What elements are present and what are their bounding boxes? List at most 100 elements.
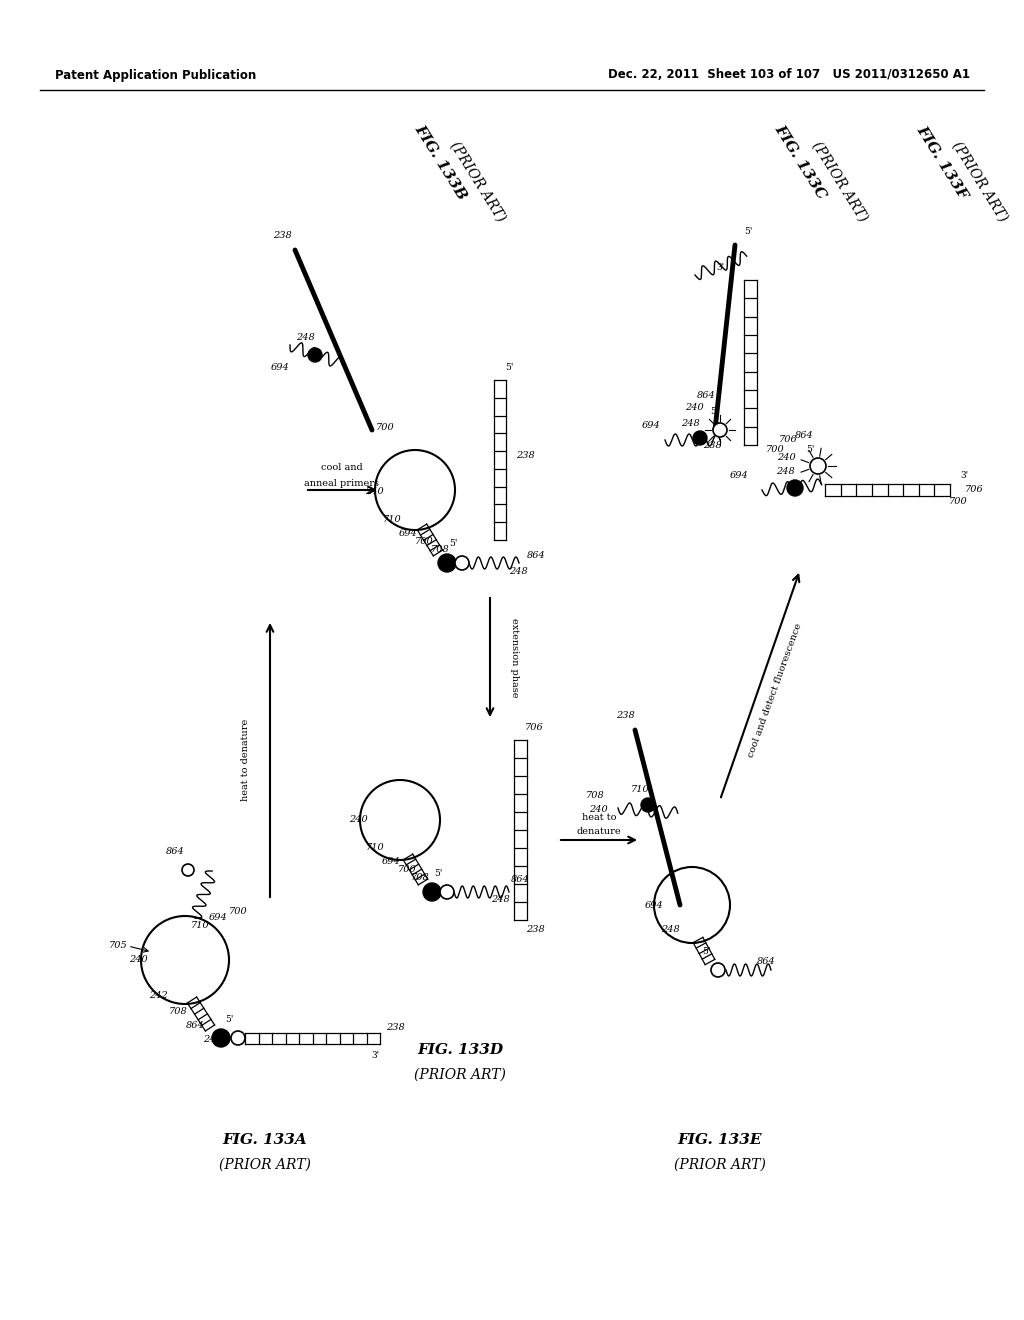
- Circle shape: [810, 458, 826, 474]
- Text: FIG. 133D: FIG. 133D: [417, 1043, 503, 1057]
- Text: 708: 708: [411, 874, 429, 883]
- Circle shape: [360, 780, 440, 861]
- Text: 238: 238: [615, 710, 635, 719]
- Text: 248: 248: [681, 420, 699, 429]
- Text: FIG. 133E: FIG. 133E: [678, 1133, 762, 1147]
- Text: (PRIOR ART): (PRIOR ART): [414, 1068, 506, 1082]
- Text: 694: 694: [729, 470, 748, 479]
- Text: 694: 694: [382, 858, 400, 866]
- Text: 700: 700: [948, 498, 968, 507]
- Text: 248: 248: [775, 467, 795, 477]
- Text: 238: 238: [386, 1023, 404, 1032]
- Circle shape: [438, 554, 456, 572]
- Text: (PRIOR ART): (PRIOR ART): [447, 140, 508, 224]
- Text: 706: 706: [778, 436, 798, 445]
- Text: heat to: heat to: [582, 813, 616, 822]
- Circle shape: [375, 450, 455, 531]
- Text: 248: 248: [509, 568, 527, 577]
- Text: 240: 240: [776, 454, 796, 462]
- Text: FIG. 133B: FIG. 133B: [412, 121, 469, 202]
- Text: 5': 5': [434, 870, 442, 879]
- Text: 864: 864: [757, 957, 775, 966]
- Text: 3': 3': [716, 264, 724, 272]
- Text: 864: 864: [185, 1020, 205, 1030]
- Text: (PRIOR ART): (PRIOR ART): [949, 140, 1011, 224]
- Text: heat to denature: heat to denature: [241, 719, 250, 801]
- Text: 240: 240: [365, 487, 383, 496]
- Circle shape: [182, 865, 194, 876]
- Text: 248: 248: [296, 334, 314, 342]
- Text: 238: 238: [702, 441, 721, 450]
- Circle shape: [308, 348, 322, 362]
- Circle shape: [713, 422, 727, 437]
- Text: 5': 5': [225, 1015, 233, 1024]
- Circle shape: [141, 916, 229, 1005]
- Text: 706: 706: [965, 486, 983, 495]
- Text: 694: 694: [209, 913, 227, 923]
- Text: (PRIOR ART): (PRIOR ART): [219, 1158, 311, 1172]
- Text: 248: 248: [203, 1035, 221, 1044]
- Text: FIG. 133F: FIG. 133F: [913, 123, 970, 201]
- Text: Dec. 22, 2011  Sheet 103 of 107   US 2011/0312650 A1: Dec. 22, 2011 Sheet 103 of 107 US 2011/0…: [608, 69, 970, 82]
- Text: 238: 238: [272, 231, 292, 239]
- Circle shape: [455, 556, 469, 570]
- Text: 700: 700: [415, 537, 433, 546]
- Text: 864: 864: [526, 552, 546, 561]
- Text: 3': 3': [961, 470, 968, 479]
- Text: 240: 240: [685, 404, 703, 412]
- Text: 694: 694: [270, 363, 290, 372]
- Text: 694: 694: [641, 421, 660, 429]
- Text: 710: 710: [383, 516, 401, 524]
- Text: 694: 694: [645, 902, 664, 911]
- Text: cool and detect fluorescence: cool and detect fluorescence: [746, 622, 804, 758]
- Text: 708: 708: [431, 545, 450, 554]
- Text: 3': 3': [371, 1051, 379, 1060]
- Text: 710: 710: [631, 785, 649, 795]
- Circle shape: [787, 480, 803, 496]
- Text: 864: 864: [696, 391, 716, 400]
- Text: 864: 864: [166, 847, 184, 857]
- Text: (PRIOR ART): (PRIOR ART): [810, 140, 870, 224]
- Text: Patent Application Publication: Patent Application Publication: [55, 69, 256, 82]
- Text: 700: 700: [228, 908, 248, 916]
- Text: 705: 705: [109, 940, 127, 949]
- Text: 700: 700: [376, 424, 394, 433]
- Text: 240: 240: [589, 805, 608, 814]
- Text: 5': 5': [701, 948, 711, 957]
- Text: extension phase: extension phase: [510, 618, 519, 698]
- Text: cool and: cool and: [322, 463, 362, 473]
- Text: 5': 5': [505, 363, 513, 372]
- Text: 708: 708: [587, 791, 605, 800]
- Text: 864: 864: [511, 875, 529, 884]
- Text: 700: 700: [766, 446, 784, 454]
- Text: 242: 242: [148, 990, 167, 999]
- Text: 5': 5': [710, 408, 718, 417]
- Text: 248: 248: [660, 925, 679, 935]
- Text: 248: 248: [490, 895, 509, 904]
- Text: 240: 240: [129, 956, 147, 965]
- Text: 700: 700: [397, 866, 417, 874]
- Text: 706: 706: [525, 723, 544, 733]
- Circle shape: [231, 1031, 245, 1045]
- Circle shape: [440, 884, 454, 899]
- Text: denature: denature: [577, 828, 622, 837]
- Circle shape: [711, 964, 725, 977]
- Text: 694: 694: [398, 529, 418, 539]
- Text: 710: 710: [366, 843, 384, 853]
- Text: 5': 5': [449, 539, 457, 548]
- Text: 710: 710: [190, 920, 209, 929]
- Text: 240: 240: [348, 816, 368, 825]
- Text: 708: 708: [169, 1007, 187, 1016]
- Circle shape: [641, 799, 655, 812]
- Circle shape: [212, 1030, 230, 1047]
- Text: FIG. 133C: FIG. 133C: [771, 123, 828, 202]
- Text: anneal primers: anneal primers: [304, 479, 380, 488]
- Text: (PRIOR ART): (PRIOR ART): [674, 1158, 766, 1172]
- Text: 5': 5': [806, 446, 814, 454]
- Text: 238: 238: [525, 925, 545, 935]
- Circle shape: [423, 883, 441, 902]
- Text: FIG. 133A: FIG. 133A: [222, 1133, 307, 1147]
- Text: 5': 5': [743, 227, 753, 236]
- Circle shape: [693, 432, 707, 445]
- Circle shape: [654, 867, 730, 942]
